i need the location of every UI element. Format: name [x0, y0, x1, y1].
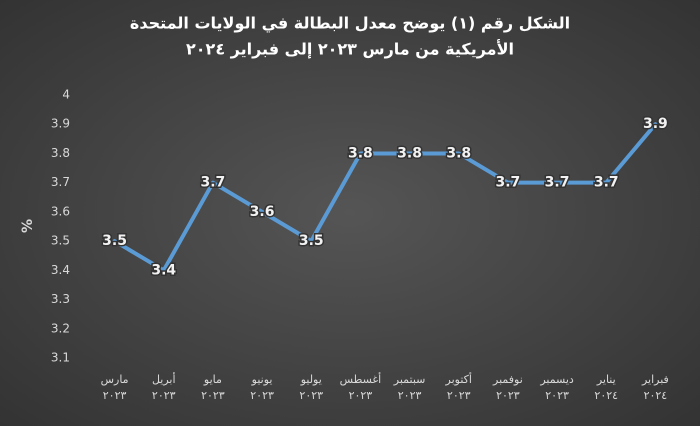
x-tick-label: أغسطس ٢٠٢٣: [339, 373, 382, 402]
y-tick-label: 3.8: [51, 146, 70, 160]
y-tick-label: 3.5: [51, 234, 70, 248]
x-tick-label: فبراير ٢٠٢٤: [641, 373, 669, 402]
data-label: 3.9: [643, 116, 668, 132]
y-axis-label: %: [20, 219, 36, 233]
data-label: 3.7: [594, 175, 619, 191]
data-label: 3.8: [348, 145, 373, 161]
data-label: 3.4: [151, 262, 176, 278]
chart-title: الشكل رقم (١) يوضح معدل البطالة في الولا…: [130, 14, 570, 34]
x-tick-label: أكتوبر ٢٠٢٣: [445, 373, 472, 402]
data-label: 3.8: [397, 145, 422, 161]
x-tick-label: يونيو ٢٠٢٣: [250, 373, 274, 402]
data-label: 3.6: [250, 204, 275, 220]
y-tick-label: 3.1: [51, 351, 70, 365]
x-tick-label: مارس ٢٠٢٣: [100, 373, 129, 402]
y-tick-label: 4: [62, 88, 70, 102]
x-tick-label: يوليو ٢٠٢٣: [299, 373, 324, 402]
x-tick-label: أبريل ٢٠٢٣: [151, 373, 176, 402]
data-line: [112, 122, 658, 273]
data-label: 3.5: [299, 233, 324, 249]
x-tick-label: يناير ٢٠٢٤: [594, 373, 619, 402]
x-tick-label: سبتمبر ٢٠٢٣: [393, 373, 426, 402]
data-label: 3.7: [545, 175, 570, 191]
chart-title: الأمريكية من مارس ٢٠٢٣ إلى فبراير ٢٠٢٤: [186, 40, 514, 59]
y-tick-label: 3.4: [51, 263, 70, 277]
data-label: 3.8: [446, 145, 471, 161]
data-label: 3.7: [496, 175, 521, 191]
x-tick-label: مايو ٢٠٢٣: [201, 373, 225, 402]
x-tick-label: نوفمبر ٢٠٢٣: [493, 373, 523, 402]
y-tick-label: 3.2: [51, 321, 70, 335]
x-tick-label: ديسمبر ٢٠٢٣: [540, 373, 574, 402]
data-label: 3.5: [102, 233, 127, 249]
y-tick-label: 3.3: [51, 292, 70, 306]
y-tick-label: 3.6: [51, 204, 70, 218]
y-tick-label: 3.7: [51, 175, 70, 189]
data-label: 3.7: [201, 175, 226, 191]
y-tick-label: 3.9: [51, 117, 70, 131]
